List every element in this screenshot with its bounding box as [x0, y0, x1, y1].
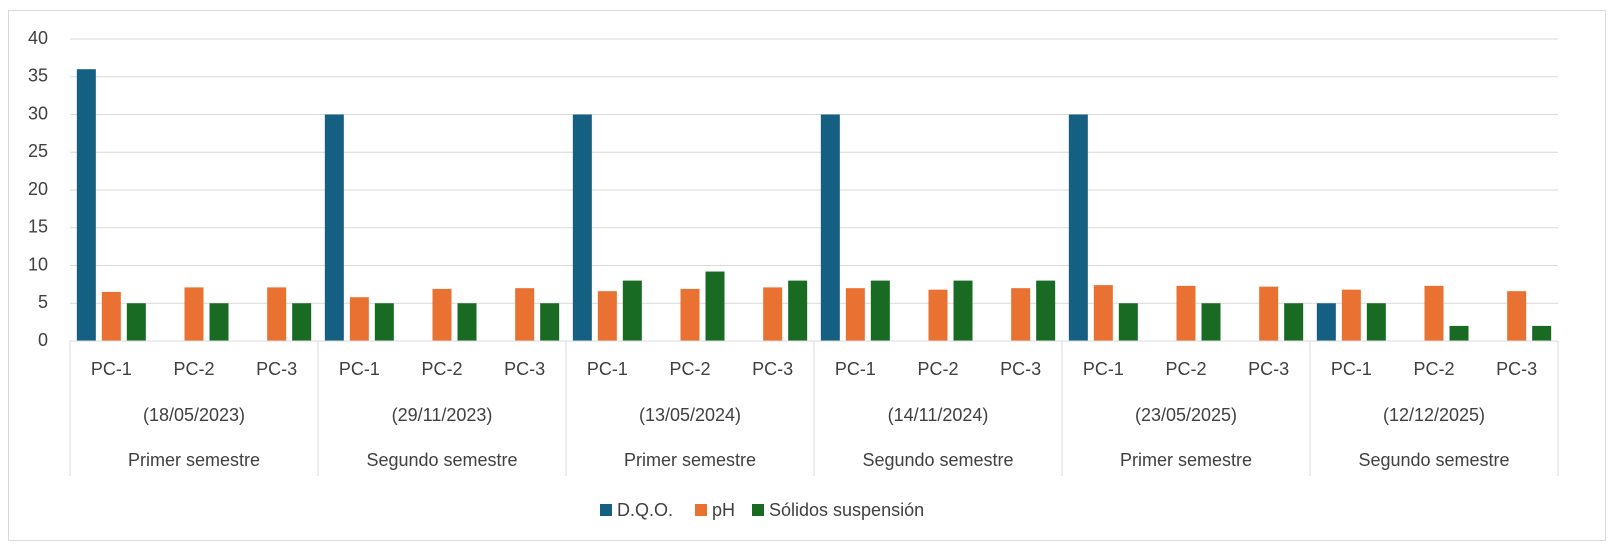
y-tick-label: 30 — [28, 103, 48, 123]
period-label: Segundo semestre — [366, 450, 517, 470]
bar — [928, 289, 948, 341]
x-tick-label: PC-1 — [1331, 359, 1372, 379]
legend-label: pH — [712, 500, 735, 520]
legend-swatch — [695, 504, 707, 516]
legend-swatch — [600, 504, 612, 516]
bar — [953, 280, 973, 341]
bar — [540, 303, 560, 341]
bar — [1316, 303, 1336, 341]
bar — [1118, 303, 1138, 341]
x-tick-label: PC-1 — [339, 359, 380, 379]
legend-label: D.Q.O. — [617, 500, 673, 520]
bar — [597, 291, 617, 341]
x-tick-label: PC-2 — [173, 359, 214, 379]
x-tick-label: PC-2 — [421, 359, 462, 379]
group-label: (29/11/2023) — [392, 405, 493, 425]
bar — [515, 288, 535, 341]
bar — [788, 280, 808, 341]
y-tick-label: 25 — [28, 141, 48, 161]
x-tick-label: PC-2 — [917, 359, 958, 379]
legend-label: Sólidos suspensión — [769, 500, 924, 520]
x-tick-label: PC-1 — [835, 359, 876, 379]
bar — [1507, 291, 1527, 341]
bar — [76, 69, 96, 341]
group-label: (13/05/2024) — [639, 405, 741, 425]
bar — [209, 303, 229, 341]
bar — [680, 288, 700, 341]
y-tick-label: 5 — [38, 292, 48, 312]
bar — [1201, 303, 1221, 341]
legend-swatch — [752, 504, 764, 516]
y-tick-label: 20 — [28, 179, 48, 199]
bar — [457, 303, 477, 341]
group-label: (12/12/2025) — [1383, 405, 1485, 425]
period-label: Primer semestre — [128, 450, 260, 470]
x-tick-label: PC-2 — [1413, 359, 1454, 379]
period-label: Segundo semestre — [1358, 450, 1509, 470]
bar — [184, 287, 204, 341]
bar — [622, 280, 642, 341]
bar — [845, 288, 865, 341]
bar — [1424, 285, 1444, 341]
period-label: Primer semestre — [1120, 450, 1252, 470]
bar — [870, 280, 890, 341]
bar — [292, 303, 312, 341]
bar — [324, 114, 344, 341]
x-tick-label: PC-3 — [752, 359, 793, 379]
bar — [267, 287, 287, 341]
x-tick-label: PC-3 — [1496, 359, 1537, 379]
period-label: Primer semestre — [624, 450, 756, 470]
bar — [432, 288, 452, 341]
y-tick-label: 0 — [38, 330, 48, 350]
bar — [820, 114, 840, 341]
bar — [374, 303, 394, 341]
x-tick-label: PC-1 — [1083, 359, 1124, 379]
bar — [101, 291, 121, 341]
x-tick-label: PC-3 — [1248, 359, 1289, 379]
bar — [1011, 288, 1031, 341]
bar — [1259, 286, 1279, 341]
x-tick-label: PC-3 — [256, 359, 297, 379]
bar — [1532, 325, 1552, 341]
bar — [1284, 303, 1304, 341]
x-tick-label: PC-3 — [1000, 359, 1041, 379]
bar — [1366, 303, 1386, 341]
bar — [349, 297, 369, 341]
y-tick-label: 35 — [28, 66, 48, 86]
bar — [763, 287, 783, 341]
bar — [126, 303, 146, 341]
x-tick-label: PC-2 — [669, 359, 710, 379]
group-label: (14/11/2024) — [888, 405, 989, 425]
period-label: Segundo semestre — [862, 450, 1013, 470]
chart-border — [8, 10, 1606, 541]
y-tick-label: 15 — [28, 217, 48, 237]
bar — [1036, 280, 1056, 341]
group-label: (23/05/2025) — [1135, 405, 1237, 425]
bar — [1449, 325, 1469, 341]
y-tick-label: 40 — [28, 28, 48, 48]
y-tick-label: 10 — [28, 254, 48, 274]
bar — [705, 271, 725, 341]
bar — [1341, 289, 1361, 341]
bar — [1176, 285, 1196, 341]
x-tick-label: PC-1 — [91, 359, 132, 379]
bar — [1068, 114, 1088, 341]
bar — [572, 114, 592, 341]
x-tick-label: PC-3 — [504, 359, 545, 379]
x-tick-label: PC-1 — [587, 359, 628, 379]
x-tick-label: PC-2 — [1165, 359, 1206, 379]
bar — [1093, 285, 1113, 341]
group-label: (18/05/2023) — [143, 405, 245, 425]
